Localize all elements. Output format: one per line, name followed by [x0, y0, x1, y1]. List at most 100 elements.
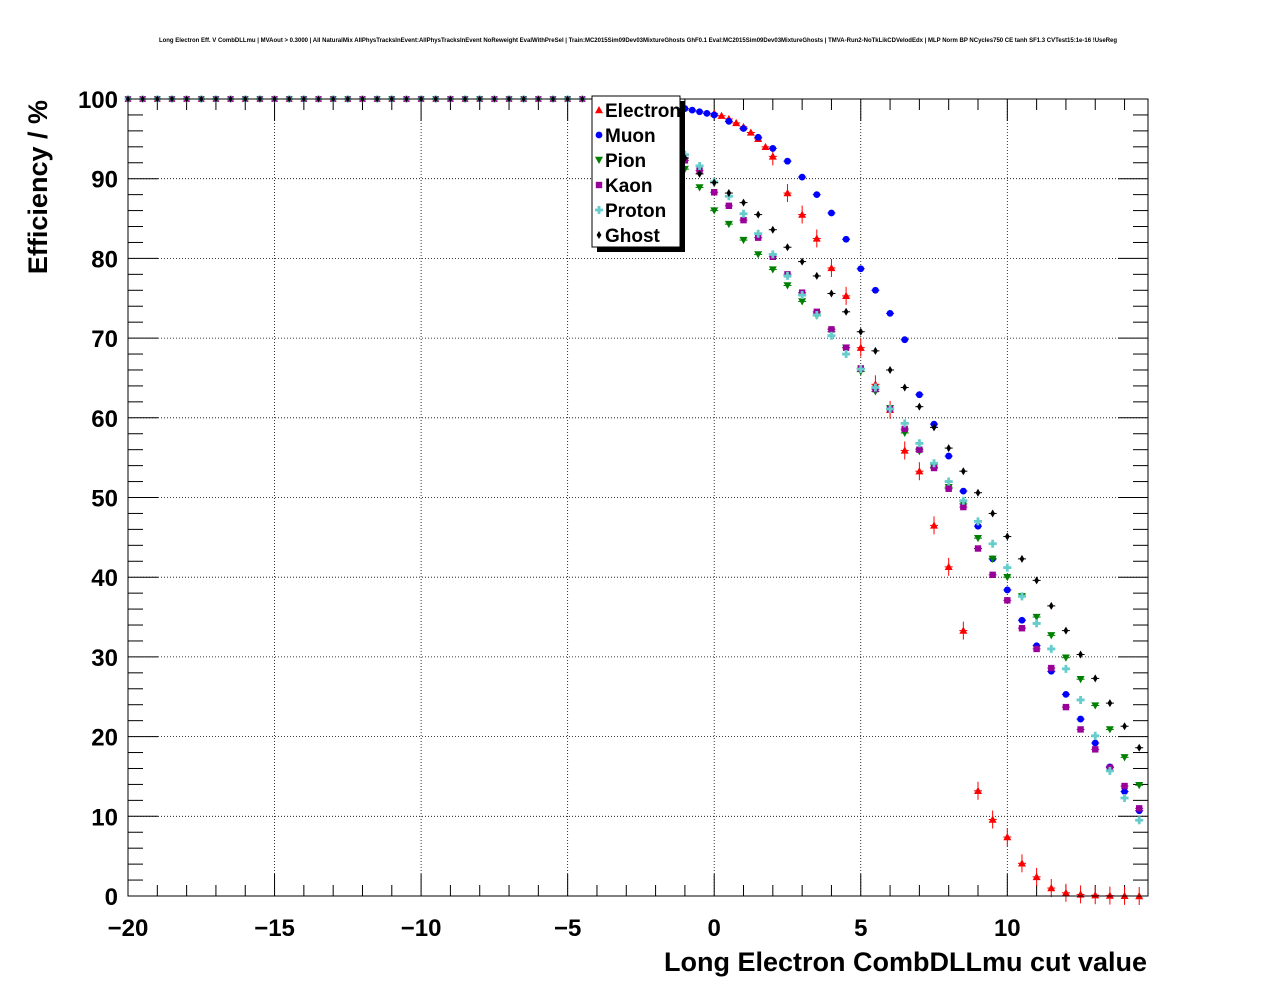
data-point-kaon — [1136, 805, 1143, 812]
data-point-proton — [1120, 793, 1129, 802]
data-point-electron — [974, 786, 982, 794]
data-point-muon — [703, 109, 711, 117]
data-point-pion — [695, 184, 704, 192]
data-point-ghost — [741, 198, 746, 207]
data-point-ghost — [990, 509, 996, 518]
data-point-proton — [886, 405, 895, 414]
data-point-kaon — [1018, 625, 1026, 632]
data-point-ghost — [814, 271, 820, 280]
data-point-proton — [900, 419, 909, 428]
data-point-pion — [798, 298, 807, 306]
legend-marker — [595, 131, 603, 139]
y-tick-label: 30 — [91, 645, 118, 672]
data-point-ghost — [755, 210, 761, 219]
data-point-muon — [725, 117, 733, 125]
data-point-proton — [856, 365, 865, 374]
data-point-electron — [842, 291, 851, 300]
legend-label: Electron — [605, 101, 681, 122]
data-point-electron — [812, 234, 821, 242]
data-point-muon — [798, 173, 806, 181]
data-point-ghost — [873, 346, 878, 355]
series-proton — [607, 98, 1144, 825]
data-point-proton — [1047, 644, 1056, 653]
data-point-muon — [696, 108, 703, 116]
data-point-proton — [1076, 695, 1085, 704]
data-point-kaon — [960, 503, 967, 511]
legend-box — [591, 95, 681, 248]
data-point-ghost — [799, 257, 805, 266]
data-point-kaon — [828, 326, 835, 333]
data-point-electron — [1091, 891, 1100, 899]
data-point-proton — [930, 459, 939, 468]
legend-label: Ghost — [605, 226, 661, 247]
data-point-proton — [1061, 664, 1070, 673]
data-point-kaon — [1048, 664, 1055, 672]
data-point-proton — [944, 477, 953, 486]
data-point-proton — [1032, 619, 1041, 628]
grid-layer — [128, 99, 1148, 896]
data-point-electron — [915, 467, 924, 475]
data-point-electron — [1003, 833, 1012, 841]
data-point-ghost — [829, 289, 834, 298]
data-point-muon — [769, 145, 777, 152]
data-point-muon — [945, 452, 953, 460]
x-tick-label: 10 — [994, 915, 1021, 942]
data-point-electron — [900, 446, 909, 454]
data-point-muon — [1091, 739, 1099, 747]
legend-marker — [595, 156, 603, 164]
data-point-electron — [717, 111, 726, 119]
data-point-muon — [901, 336, 909, 344]
y-axis-title: Efficiency / % — [23, 100, 53, 274]
data-point-muon — [1018, 616, 1026, 624]
data-point-muon — [1062, 690, 1070, 698]
data-point-pion — [988, 555, 997, 563]
data-point-kaon — [989, 571, 996, 579]
data-point-electron — [1120, 891, 1129, 900]
x-tick-label: −20 — [108, 915, 149, 942]
x-tick-label: 0 — [708, 915, 721, 942]
data-point-ghost — [1048, 601, 1054, 610]
data-point-muon — [688, 106, 696, 114]
data-point-pion — [783, 282, 792, 290]
data-point-muon — [974, 522, 982, 530]
data-point-ghost — [902, 383, 908, 392]
data-point-ghost — [887, 365, 893, 374]
data-point-kaon — [1121, 782, 1128, 790]
data-point-ghost — [785, 243, 790, 252]
data-point-pion — [768, 266, 777, 274]
data-point-proton — [988, 539, 997, 548]
legend-label: Muon — [605, 126, 656, 147]
x-tick-label: −5 — [554, 915, 581, 942]
data-point-proton — [1003, 563, 1012, 572]
x-tick-label: −15 — [254, 915, 295, 942]
data-point-ghost — [1122, 722, 1127, 731]
data-point-electron — [746, 128, 755, 136]
data-point-electron — [1032, 872, 1041, 881]
data-point-ghost — [1019, 554, 1025, 563]
data-point-kaon — [1092, 746, 1099, 753]
data-point-ghost — [697, 169, 702, 178]
data-point-pion — [754, 251, 763, 259]
data-point-pion — [1061, 654, 1070, 662]
data-point-muon — [857, 265, 865, 273]
data-point-kaon — [725, 202, 733, 209]
data-point-ghost — [916, 402, 922, 411]
y-tick-label: 100 — [78, 87, 118, 114]
legend-marker — [595, 106, 603, 114]
data-point-electron — [1017, 859, 1026, 867]
legend-label: Pion — [605, 151, 646, 172]
data-point-proton — [1135, 816, 1144, 825]
data-point-electron — [1047, 884, 1056, 892]
data-point-proton — [783, 271, 792, 280]
data-point-electron — [988, 815, 997, 823]
data-point-muon — [710, 111, 718, 119]
data-point-ghost — [1078, 650, 1083, 659]
data-point-electron — [827, 263, 836, 272]
data-point-muon — [886, 309, 894, 317]
data-point-muon — [959, 487, 967, 495]
chart-title: Long Electron Eff. V CombDLLmu | MVAout … — [159, 38, 1117, 44]
y-tick-label: 10 — [91, 804, 118, 831]
legend-label: Proton — [605, 201, 666, 222]
data-point-proton — [842, 350, 851, 359]
